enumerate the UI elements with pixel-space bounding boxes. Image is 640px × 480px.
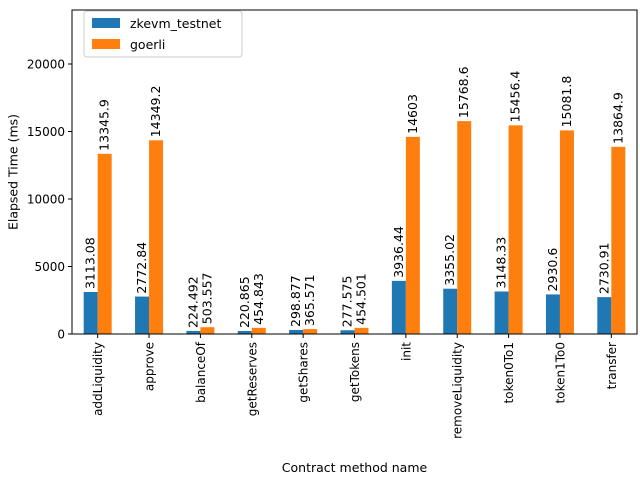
bars-layer bbox=[83, 121, 626, 335]
x-tick-label: getShares bbox=[297, 342, 311, 403]
bar-goerli-token0To1 bbox=[508, 125, 523, 334]
data-label: 2772.84 bbox=[134, 242, 149, 294]
data-label: 15768.6 bbox=[456, 66, 471, 118]
data-label: 3113.08 bbox=[83, 237, 98, 289]
legend-swatch bbox=[92, 18, 120, 28]
bar-zkevm_testnet-balanceOf bbox=[186, 330, 201, 334]
data-label: 2730.91 bbox=[596, 242, 611, 294]
bar-goerli-getReserves bbox=[251, 327, 266, 334]
bar-goerli-init bbox=[405, 136, 420, 334]
bar-goerli-removeLiquidity bbox=[457, 121, 472, 335]
bar-zkevm_testnet-token1To0 bbox=[545, 294, 560, 334]
data-label: 3148.33 bbox=[494, 237, 509, 289]
bar-goerli-addLiquidity bbox=[97, 153, 112, 334]
data-label: 13345.9 bbox=[97, 99, 112, 151]
legend-label: goerli bbox=[130, 37, 165, 52]
y-tick-label: 10000 bbox=[27, 193, 65, 207]
bar-goerli-approve bbox=[149, 140, 164, 334]
bar-zkevm_testnet-token0To1 bbox=[494, 291, 509, 334]
bar-goerli-balanceOf bbox=[200, 327, 215, 334]
data-label: 3355.02 bbox=[442, 234, 457, 286]
y-tick-label: 5000 bbox=[34, 260, 65, 274]
bar-zkevm_testnet-init bbox=[391, 280, 406, 334]
axes-layer: 0 5000 10000 15000 20000 addLiquidity approve b… bbox=[27, 9, 638, 439]
x-tick-label: getReserves bbox=[245, 342, 259, 416]
x-tick-label: removeLiquidity bbox=[451, 342, 465, 439]
bar-goerli-getTokens bbox=[354, 327, 369, 334]
bar-goerli-getShares bbox=[303, 329, 318, 334]
data-label: 2930.6 bbox=[545, 248, 560, 292]
x-tick-label: transfer bbox=[605, 342, 619, 389]
data-label: 298.877 bbox=[288, 275, 303, 327]
x-tick-label: balanceOf bbox=[194, 341, 208, 403]
data-label: 15081.8 bbox=[559, 76, 574, 128]
data-label: 454.501 bbox=[354, 273, 369, 325]
y-tick-label: 0 bbox=[57, 328, 65, 342]
data-label: 3936.44 bbox=[391, 226, 406, 278]
bar-zkevm_testnet-getReserves bbox=[237, 331, 252, 334]
y-axis-title: Elapsed Time (ms) bbox=[6, 114, 21, 230]
data-label: 14603 bbox=[405, 94, 420, 134]
x-tick-label: init bbox=[399, 342, 413, 361]
bar-goerli-token1To0 bbox=[559, 130, 574, 334]
legend-swatch bbox=[92, 39, 120, 49]
x-tick-label: getTokens bbox=[348, 342, 362, 402]
data-label: 15456.4 bbox=[508, 71, 523, 123]
data-label: 454.843 bbox=[251, 273, 266, 325]
legend-box bbox=[83, 10, 243, 58]
data-labels-layer: 3113.08 2772.84 224.492 220.865 298.877 277.5… bbox=[83, 66, 626, 328]
bar-zkevm_testnet-addLiquidity bbox=[83, 291, 98, 334]
bar-zkevm_testnet-approve bbox=[135, 296, 150, 334]
data-label: 13864.9 bbox=[610, 92, 625, 144]
y-tick-label: 20000 bbox=[27, 58, 65, 72]
data-label: 277.575 bbox=[340, 276, 355, 328]
x-tick-label: addLiquidity bbox=[91, 342, 105, 416]
bar-zkevm_testnet-getShares bbox=[289, 329, 304, 334]
data-label: 365.571 bbox=[302, 274, 317, 326]
data-label: 503.557 bbox=[199, 272, 214, 324]
data-label: 14349.2 bbox=[148, 86, 163, 138]
x-tick-label: approve bbox=[143, 342, 157, 391]
bar-goerli-transfer bbox=[611, 146, 626, 334]
legend-label: zkevm_testnet bbox=[130, 16, 221, 31]
x-tick-label: token1To0 bbox=[553, 342, 567, 403]
y-tick-label: 15000 bbox=[27, 125, 65, 139]
bar-zkevm_testnet-transfer bbox=[597, 297, 612, 334]
x-tick-label: token0To1 bbox=[502, 342, 516, 403]
bar-zkevm_testnet-getTokens bbox=[340, 330, 355, 334]
bar-zkevm_testnet-removeLiquidity bbox=[443, 288, 458, 334]
data-label: 220.865 bbox=[237, 276, 252, 328]
x-axis-title: Contract method name bbox=[282, 460, 428, 475]
data-label: 224.492 bbox=[185, 276, 200, 328]
